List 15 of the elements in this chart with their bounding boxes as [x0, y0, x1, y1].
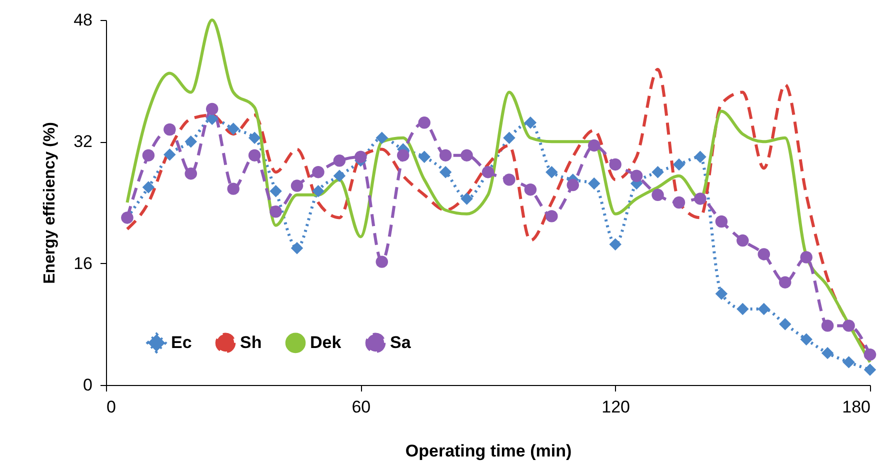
x-tick-label: 60	[352, 398, 371, 416]
legend-label: Sa	[390, 332, 412, 352]
y-axis-title: Energy efficiency (%)	[42, 122, 59, 284]
y-tick-label: 48	[74, 10, 92, 30]
x-tick-label: 120	[602, 398, 630, 416]
x-tick-label: 0	[106, 398, 116, 416]
x-axis-title: Operating time (min)	[405, 442, 572, 460]
legend-label: Ec	[171, 332, 192, 352]
x-tick-label: 180	[842, 398, 870, 416]
y-tick-label: 0	[83, 376, 92, 394]
legend-label: Dek	[310, 332, 342, 352]
y-tick-label: 16	[74, 254, 92, 273]
legend-label: Sh	[240, 332, 262, 352]
line-series	[126, 18, 872, 364]
y-tick-label: 32	[74, 132, 92, 152]
